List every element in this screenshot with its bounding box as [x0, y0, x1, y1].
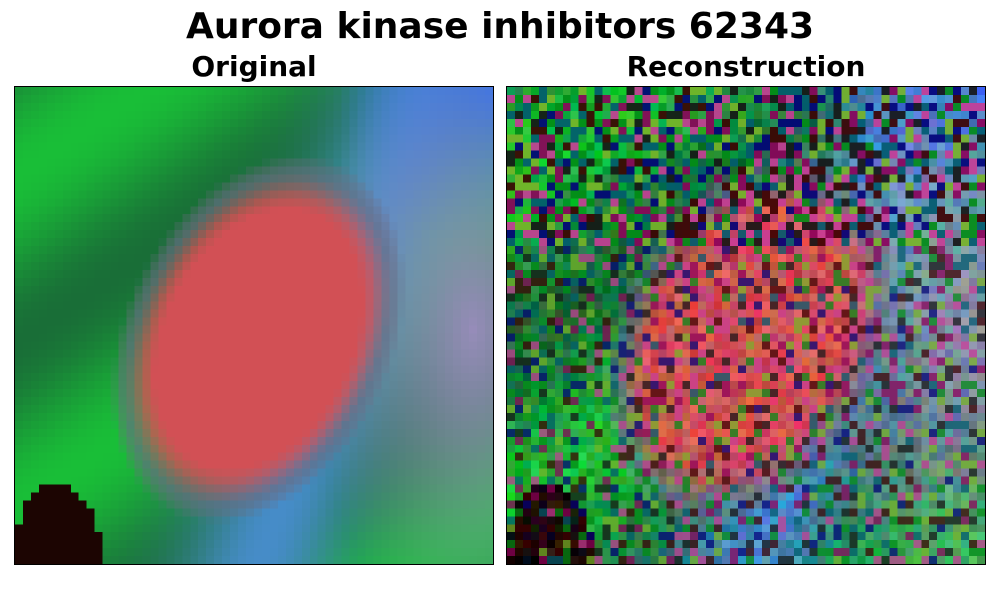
original-image-panel: [14, 86, 494, 565]
figure-title: Aurora kinase inhibitors 62343: [185, 6, 815, 47]
original-image: [15, 87, 493, 564]
reconstruction-panel-title: Reconstruction: [626, 50, 866, 83]
reconstruction-image-panel: [506, 86, 986, 565]
reconstruction-image: [507, 87, 985, 564]
original-panel-title: Original: [191, 50, 317, 83]
